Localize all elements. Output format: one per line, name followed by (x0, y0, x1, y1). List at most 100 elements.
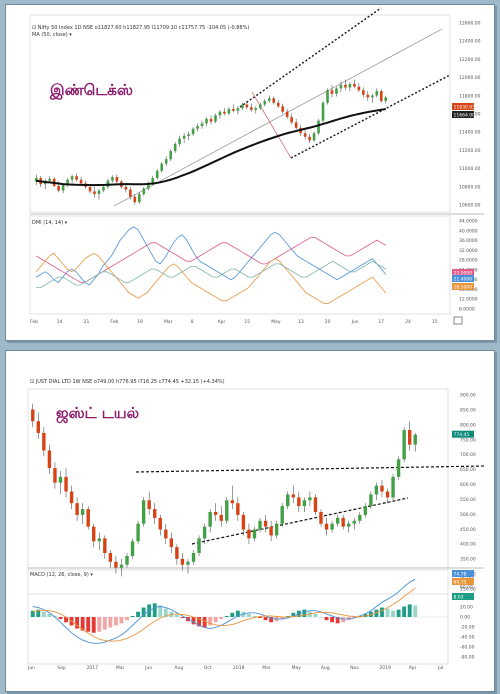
candle-body (219, 514, 223, 521)
candle-body (290, 117, 293, 123)
candle-body (254, 108, 258, 110)
date-tick-label: 2018 (233, 665, 245, 671)
price-tick-label: 11800.00 (459, 93, 481, 99)
price-tick-label: 11400.00 (459, 130, 481, 136)
date-tick-label: 17 (378, 319, 384, 325)
oscillator-lines (35, 226, 387, 304)
candle-body (232, 109, 235, 111)
candle-body (97, 538, 101, 542)
candle-body (362, 90, 365, 95)
price-badge-bg (452, 430, 474, 438)
candle-body (369, 494, 373, 507)
candle-body (103, 538, 107, 553)
settings-icon[interactable] (453, 316, 463, 325)
date-tick-label: 24 (405, 319, 411, 325)
osc-badge: 74.78 (454, 571, 467, 577)
date-tick-label: 15 (244, 319, 250, 325)
candle-body (197, 538, 201, 553)
macd-hist-bar (385, 608, 390, 617)
date-tick-label: Jun (351, 319, 359, 325)
candle-body (133, 196, 137, 203)
justdial-chart-panel: ⊡ JUST DIAL LTD 1W NSE o749.00 h776.95 l… (5, 350, 495, 692)
justdial-chart-svg[interactable]: ⊡ JUST DIAL LTD 1W NSE o749.00 h776.95 l… (6, 351, 494, 691)
chart-title: ஜஸ்ட் டயல் (56, 404, 139, 423)
candle-body (160, 163, 164, 171)
macd-hist-bar (302, 609, 307, 617)
candle-body (286, 494, 290, 507)
candle-body (330, 90, 334, 94)
price-tick-label: 550.00 (460, 497, 476, 503)
candle-body (47, 450, 52, 469)
macd-hist-bar (152, 603, 157, 617)
candle-body (385, 491, 390, 498)
candle-body (407, 430, 412, 445)
chart-header: ⊡ Nifty 50 Index 1D NSE o11827.60 h11827… (32, 25, 249, 31)
macd-hist-bar (407, 604, 412, 617)
macd-hist-bar (125, 617, 129, 621)
candle-body (205, 118, 208, 124)
candle-body (75, 503, 79, 515)
candle-body (250, 107, 253, 110)
osc-badge: 23.0000 (454, 270, 473, 276)
candle-body (147, 500, 151, 510)
candle-body (115, 177, 119, 182)
signal-line (32, 587, 416, 642)
candle-body (302, 500, 307, 507)
macd-hist-bar (319, 617, 323, 618)
macd-hist-bar (86, 617, 91, 632)
candle-body (169, 151, 172, 160)
date-tick-label: 14 (57, 319, 63, 325)
candle-body (186, 561, 190, 565)
macd-hist-bar (163, 608, 168, 617)
candle-body (80, 509, 85, 515)
price-tick-label: 10600.00 (459, 203, 481, 209)
macd-hist-bar (64, 617, 68, 623)
date-tick-label: 19 (137, 319, 143, 325)
candle-body (124, 186, 128, 190)
macd-hist-bar (119, 617, 124, 624)
macd-hist-bar (102, 617, 107, 630)
candle-body (280, 506, 284, 524)
macd-hist-bar (36, 609, 41, 617)
candle-body (247, 529, 251, 539)
candle-body (225, 500, 229, 521)
candle-body (155, 170, 159, 178)
osc-label: MACD (12, 26, close, 9) ▾ (30, 572, 93, 578)
price-tick-label: 250.00 (460, 587, 476, 593)
candle-body (285, 111, 289, 118)
macd-hist-bar (191, 617, 196, 625)
candle-body (111, 177, 114, 181)
candle-body (164, 159, 168, 164)
macd-hist-bar (352, 617, 357, 619)
candle-body (196, 126, 199, 129)
osc-tick-label: 44.0000 (459, 219, 478, 225)
candle-body (241, 514, 246, 530)
date-tick-label: May (292, 665, 302, 671)
nifty-chart-svg[interactable]: ⊡ Nifty 50 Index 1D NSE o11827.60 h11827… (6, 5, 494, 340)
macd-hist-bar (235, 610, 240, 617)
price-tick-label: 12600.00 (459, 21, 481, 27)
osc-tick-label: 60.00 (460, 585, 473, 591)
price-tick-label: 12000.00 (459, 75, 481, 81)
candle-body (321, 102, 325, 121)
date-tick-label: Aug (174, 665, 183, 671)
candle-body (291, 494, 295, 498)
date-tick-label: Mar (164, 319, 173, 325)
osc-badge: 8.03 (454, 594, 464, 600)
macd-hist-bar (213, 617, 218, 623)
candle-body (335, 517, 340, 524)
candle-body (303, 133, 307, 137)
price-tick-label: 10800.00 (459, 184, 481, 190)
date-tick-label: Aug (321, 665, 330, 671)
osc-tick-label: 32.0000 (459, 248, 478, 254)
candle-body (380, 485, 384, 492)
macd-hist-bar (391, 610, 395, 617)
candle-body (178, 138, 181, 144)
macd-hist-bar (202, 617, 207, 628)
candle-body (396, 459, 401, 477)
osc-tick-label: 20.00 (460, 605, 473, 611)
candle-body (93, 191, 96, 195)
candle-body (175, 547, 179, 559)
candle-body (245, 104, 249, 108)
